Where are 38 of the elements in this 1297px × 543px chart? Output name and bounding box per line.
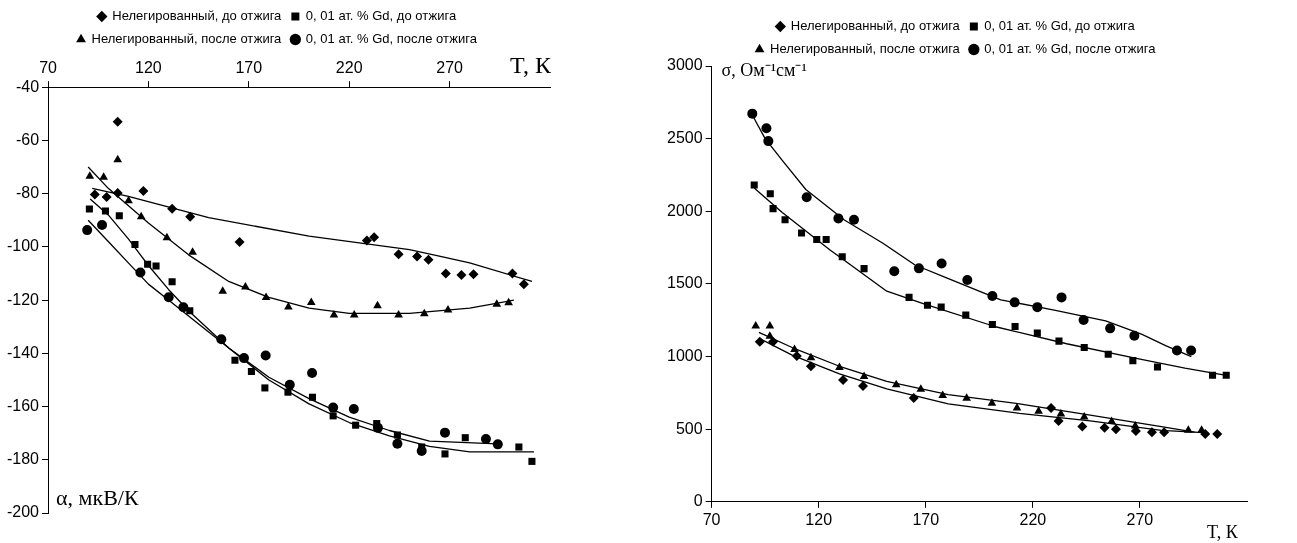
y-tick-label: 500 [675, 419, 703, 437]
y-tick-label: -200 [6, 503, 40, 521]
legend-label: Нелегированный, после отжига [91, 31, 283, 47]
y-tick-label: -40 [15, 77, 40, 95]
y-tick-label: -60 [15, 130, 40, 148]
x-axis-title: T, К [510, 52, 552, 79]
y-tick-label: 1000 [667, 346, 703, 364]
x-tick-label: 270 [436, 59, 464, 77]
y-tick-label: -140 [6, 343, 40, 361]
y-axis-title: α, мкВ/К [56, 485, 139, 510]
x-tick-label: 170 [912, 510, 940, 528]
legend-label: 0, 01 ат. % Gd, после отжига [984, 41, 1157, 57]
legend-label: Нелегированный, до отжига [112, 8, 283, 24]
y-axis-title: σ, Ом⁻¹см⁻¹ [721, 60, 807, 80]
legend-label: 0, 01 ат. % Gd, после отжига [305, 31, 478, 47]
y-tick-label: 1500 [667, 274, 703, 292]
y-tick-label: -160 [6, 396, 40, 414]
x-tick-label: 170 [235, 59, 263, 77]
x-tick-label: 270 [1126, 510, 1154, 528]
y-tick-label: -180 [6, 450, 40, 468]
x-tick-label: 220 [335, 59, 363, 77]
x-tick-label: 70 [702, 510, 721, 528]
legend-label: 0, 01 ат. % Gd, до отжига [984, 18, 1136, 34]
legend-label: 0, 01 ат. % Gd, до отжига [305, 8, 457, 24]
y-tick-label: -80 [15, 184, 40, 202]
x-tick-label: 120 [805, 510, 833, 528]
legend-label: Нелегированный, после отжига [770, 41, 961, 57]
y-tick-label: 2500 [667, 129, 703, 147]
x-tick-label: 120 [135, 59, 162, 77]
y-tick-label: 3000 [667, 56, 703, 74]
y-tick-label: -120 [6, 290, 40, 308]
x-axis-title: T, К [1207, 521, 1239, 542]
legend-label: Нелегированный, до отжига [790, 18, 961, 34]
y-tick-label: 2000 [667, 201, 703, 219]
y-tick-label: -100 [6, 237, 40, 255]
x-tick-label: 70 [39, 59, 58, 77]
y-tick-label: 0 [693, 492, 703, 510]
x-tick-label: 220 [1019, 510, 1047, 528]
